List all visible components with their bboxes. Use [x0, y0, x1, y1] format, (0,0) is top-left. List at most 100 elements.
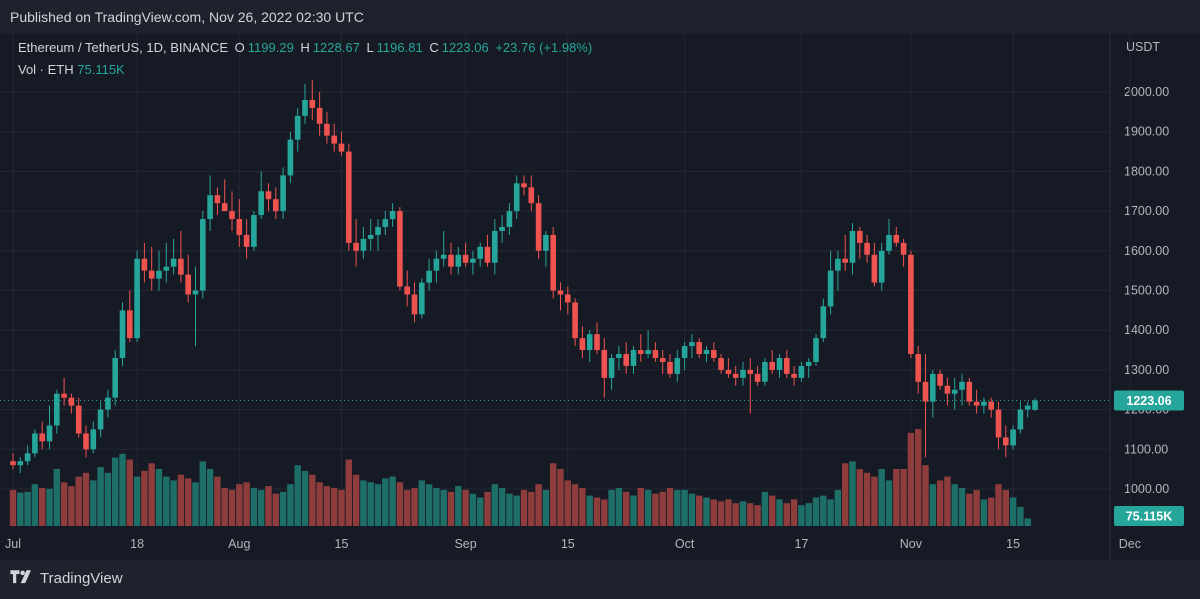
candle-body[interactable] — [973, 401, 980, 406]
candle-body[interactable] — [769, 361, 775, 370]
candle-body[interactable] — [1032, 400, 1038, 410]
candle-body[interactable] — [776, 357, 783, 370]
candle-body[interactable] — [535, 203, 542, 251]
candle-body[interactable] — [557, 290, 564, 295]
candle-body[interactable] — [579, 338, 586, 351]
candle-body[interactable] — [105, 397, 111, 410]
candle-body[interactable] — [273, 199, 279, 212]
candle-body[interactable] — [258, 191, 264, 216]
candle-body[interactable] — [470, 258, 476, 263]
candle-body[interactable] — [740, 369, 746, 378]
candle-body[interactable] — [842, 258, 848, 263]
candle-body[interactable] — [652, 350, 659, 358]
candle-body[interactable] — [995, 409, 1002, 438]
candle-body[interactable] — [178, 258, 184, 275]
candle-body[interactable] — [711, 350, 717, 358]
candle-body[interactable] — [594, 334, 600, 351]
candle-body[interactable] — [966, 381, 973, 402]
candle-body[interactable] — [835, 258, 841, 271]
candle-body[interactable] — [163, 266, 170, 271]
candle-body[interactable] — [353, 242, 359, 251]
candle-body[interactable] — [827, 270, 834, 307]
candle-body[interactable] — [550, 234, 556, 291]
candle-body[interactable] — [1024, 405, 1031, 410]
candle-body[interactable] — [419, 282, 425, 315]
candle-body[interactable] — [32, 433, 38, 454]
candle-body[interactable] — [185, 274, 191, 295]
candle-body[interactable] — [951, 389, 958, 394]
candle-body[interactable] — [703, 350, 710, 355]
candle-body[interactable] — [922, 381, 929, 402]
candle-body[interactable] — [1017, 409, 1024, 430]
candle-body[interactable] — [46, 425, 53, 442]
candle-body[interactable] — [528, 187, 535, 204]
candle-body[interactable] — [426, 270, 432, 283]
candle-body[interactable] — [338, 143, 345, 152]
candle-body[interactable] — [17, 461, 24, 466]
candle-body[interactable] — [68, 397, 75, 406]
candle-body[interactable] — [623, 354, 629, 366]
candle-body[interactable] — [200, 219, 206, 291]
candle-body[interactable] — [784, 357, 790, 374]
candle-body[interactable] — [309, 99, 316, 108]
candle-body[interactable] — [440, 254, 447, 259]
candle-body[interactable] — [97, 409, 104, 430]
candle-body[interactable] — [900, 242, 907, 255]
tradingview-brand[interactable]: TradingView — [10, 569, 123, 587]
candle-body[interactable] — [681, 346, 688, 358]
candle-body[interactable] — [411, 294, 418, 315]
candle-body[interactable] — [915, 354, 921, 382]
candle-body[interactable] — [404, 286, 410, 295]
candle-body[interactable] — [302, 99, 308, 116]
candle-body[interactable] — [805, 361, 812, 366]
candle-body[interactable] — [513, 183, 520, 212]
candle-body[interactable] — [462, 254, 469, 263]
candle-body[interactable] — [674, 357, 681, 374]
candle-body[interactable] — [382, 219, 389, 227]
candle-body[interactable] — [83, 433, 89, 450]
candle-body[interactable] — [316, 107, 323, 124]
candle-body[interactable] — [294, 115, 301, 140]
candle-body[interactable] — [754, 373, 761, 382]
volume-label[interactable]: Vol · ETH — [18, 62, 74, 77]
candle-body[interactable] — [616, 354, 622, 358]
candle-body[interactable] — [930, 373, 936, 402]
candle-body[interactable] — [389, 211, 396, 220]
candle-body[interactable] — [243, 234, 250, 247]
symbol-info[interactable]: Ethereum / TetherUS, 1D, BINANCE — [18, 40, 229, 55]
candle-body[interactable] — [192, 290, 199, 295]
candle-body[interactable] — [857, 230, 863, 243]
candle-body[interactable] — [543, 234, 549, 251]
candle-body[interactable] — [280, 175, 286, 212]
candle-body[interactable] — [725, 369, 732, 374]
candle-body[interactable] — [871, 254, 878, 283]
candle-body[interactable] — [630, 350, 637, 366]
candle-body[interactable] — [732, 373, 739, 378]
candle-body[interactable] — [360, 238, 367, 251]
candle-body[interactable] — [75, 405, 82, 434]
candle-body[interactable] — [638, 350, 644, 355]
candle-body[interactable] — [229, 211, 235, 220]
candle-body[interactable] — [521, 183, 527, 188]
candle-body[interactable] — [908, 254, 914, 355]
candle-body[interactable] — [959, 381, 965, 390]
candle-body[interactable] — [645, 350, 651, 355]
candle-body[interactable] — [689, 342, 695, 347]
candle-body[interactable] — [988, 401, 994, 410]
candle-body[interactable] — [170, 258, 177, 267]
candle-body[interactable] — [1003, 437, 1009, 446]
candle-body[interactable] — [54, 393, 60, 426]
candle-body[interactable] — [119, 310, 126, 358]
candle-body[interactable] — [820, 306, 827, 339]
candle-body[interactable] — [367, 234, 374, 239]
candlestick-chart[interactable]: 1000.001100.001200.001300.001400.001500.… — [0, 34, 1200, 560]
candle-body[interactable] — [24, 453, 31, 462]
candle-body[interactable] — [455, 254, 462, 267]
candle-body[interactable] — [251, 215, 257, 247]
candle-body[interactable] — [484, 246, 491, 263]
candle-body[interactable] — [61, 393, 67, 398]
candle-body[interactable] — [944, 385, 951, 394]
candle-body[interactable] — [477, 246, 483, 259]
candle-body[interactable] — [433, 258, 440, 271]
candle-body[interactable] — [937, 373, 943, 386]
